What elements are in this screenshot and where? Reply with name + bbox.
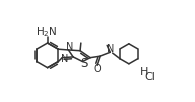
Text: O: O (93, 64, 101, 74)
Text: Cl: Cl (144, 72, 155, 82)
Text: N: N (61, 54, 68, 64)
Text: N: N (107, 44, 115, 54)
Text: N: N (66, 42, 74, 52)
Text: H: H (140, 67, 149, 77)
Text: S: S (80, 57, 88, 70)
Text: H$_2$N: H$_2$N (36, 25, 58, 39)
